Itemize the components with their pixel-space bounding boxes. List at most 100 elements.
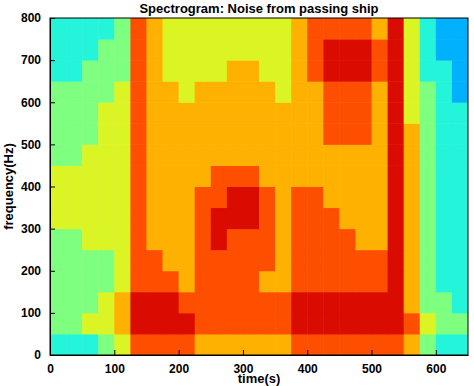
heatmap-cell	[339, 313, 356, 335]
heatmap-cell	[452, 123, 468, 145]
heatmap-cell	[66, 123, 83, 145]
heatmap-cell	[66, 313, 83, 335]
heatmap-cell	[50, 334, 67, 355]
heatmap-cell	[163, 60, 180, 82]
heatmap-cell	[436, 229, 453, 251]
heatmap-cell	[388, 144, 405, 166]
heatmap-cell	[452, 292, 468, 314]
heatmap-cell	[323, 123, 340, 145]
heatmap-cell	[66, 39, 83, 61]
heatmap-cell	[195, 60, 212, 82]
heatmap-cell	[130, 187, 147, 209]
heatmap-cell	[339, 229, 356, 251]
x-tick-mark	[243, 350, 244, 355]
heatmap-cell	[195, 292, 212, 314]
x-tick-label: 400	[298, 362, 318, 376]
heatmap-cell	[179, 81, 196, 103]
heatmap-cell	[291, 18, 308, 40]
heatmap-cell	[388, 60, 405, 82]
heatmap-cell	[355, 292, 372, 314]
heatmap-cell	[355, 208, 372, 230]
heatmap-cell	[388, 292, 405, 314]
heatmap-cell	[114, 271, 131, 293]
heatmap-cell	[420, 18, 437, 40]
heatmap-cell	[211, 144, 228, 166]
heatmap-cell	[163, 102, 180, 124]
heatmap-cell	[323, 60, 340, 82]
heatmap-cell	[50, 60, 67, 82]
heatmap-cell	[66, 292, 83, 314]
heatmap-cell	[227, 81, 244, 103]
heatmap-cell	[114, 250, 131, 272]
heatmap-cell	[452, 81, 468, 103]
x-tick-mark	[307, 350, 308, 355]
x-tick-mark	[372, 350, 373, 355]
heatmap-cell	[130, 292, 147, 314]
heatmap-cell	[146, 334, 163, 355]
heatmap-cell	[114, 187, 131, 209]
heatmap-cell	[275, 334, 292, 355]
heatmap-cell	[179, 165, 196, 187]
heatmap-cell	[404, 165, 421, 187]
heatmap-cell	[227, 313, 244, 335]
heatmap-cell	[291, 60, 308, 82]
heatmap-cell	[355, 102, 372, 124]
heatmap-cell	[420, 102, 437, 124]
heatmap-cell	[291, 144, 308, 166]
heatmap-cell	[243, 229, 260, 251]
heatmap-cell	[372, 229, 389, 251]
heatmap-cell	[259, 123, 276, 145]
heatmap-cell	[291, 271, 308, 293]
heatmap-cell	[82, 165, 99, 187]
heatmap-cell	[114, 229, 131, 251]
heatmap-cell	[163, 165, 180, 187]
y-tick-label: 500	[21, 138, 41, 152]
y-tick-label: 800	[21, 11, 41, 25]
heatmap-cell	[50, 144, 67, 166]
heatmap-cell	[50, 292, 67, 314]
heatmap-cell	[388, 18, 405, 40]
heatmap-cell	[50, 102, 67, 124]
heatmap-cell	[436, 39, 453, 61]
x-tick: 400	[298, 350, 318, 376]
heatmap-cell	[307, 229, 324, 251]
heatmap-cell	[404, 292, 421, 314]
heatmap-cell	[291, 81, 308, 103]
heatmap-cell	[130, 81, 147, 103]
heatmap-cell	[259, 39, 276, 61]
x-tick-label: 200	[169, 362, 189, 376]
heatmap-cell	[404, 60, 421, 82]
heatmap-cell	[275, 313, 292, 335]
x-tick-label: 0	[47, 362, 54, 376]
heatmap-cell	[339, 250, 356, 272]
heatmap-cell	[388, 271, 405, 293]
heatmap-cell	[259, 18, 276, 40]
heatmap-cell	[163, 229, 180, 251]
y-tick: 700	[21, 53, 55, 67]
heatmap-cell	[82, 60, 99, 82]
heatmap-cell	[420, 271, 437, 293]
heatmap-cell	[195, 208, 212, 230]
heatmap-cell	[195, 102, 212, 124]
heatmap-cell	[50, 39, 67, 61]
heatmap-cell	[275, 39, 292, 61]
heatmap-cell	[130, 165, 147, 187]
heatmap-cell	[146, 18, 163, 40]
heatmap-cell	[355, 60, 372, 82]
x-tick-label: 100	[105, 362, 125, 376]
y-tick: 400	[21, 180, 55, 194]
heatmap-cell	[146, 229, 163, 251]
heatmap-cell	[243, 208, 260, 230]
heatmap-cell	[130, 102, 147, 124]
heatmap-cell	[146, 81, 163, 103]
heatmap-cell	[436, 292, 453, 314]
heatmap-cell	[195, 123, 212, 145]
heatmap-cell	[146, 102, 163, 124]
heatmap-cell	[339, 292, 356, 314]
heatmap-cell	[82, 39, 99, 61]
heatmap-cell	[259, 313, 276, 335]
x-tick: 200	[169, 350, 189, 376]
heatmap-cell	[211, 334, 228, 355]
heatmap-cell	[243, 81, 260, 103]
heatmap-cell	[227, 123, 244, 145]
